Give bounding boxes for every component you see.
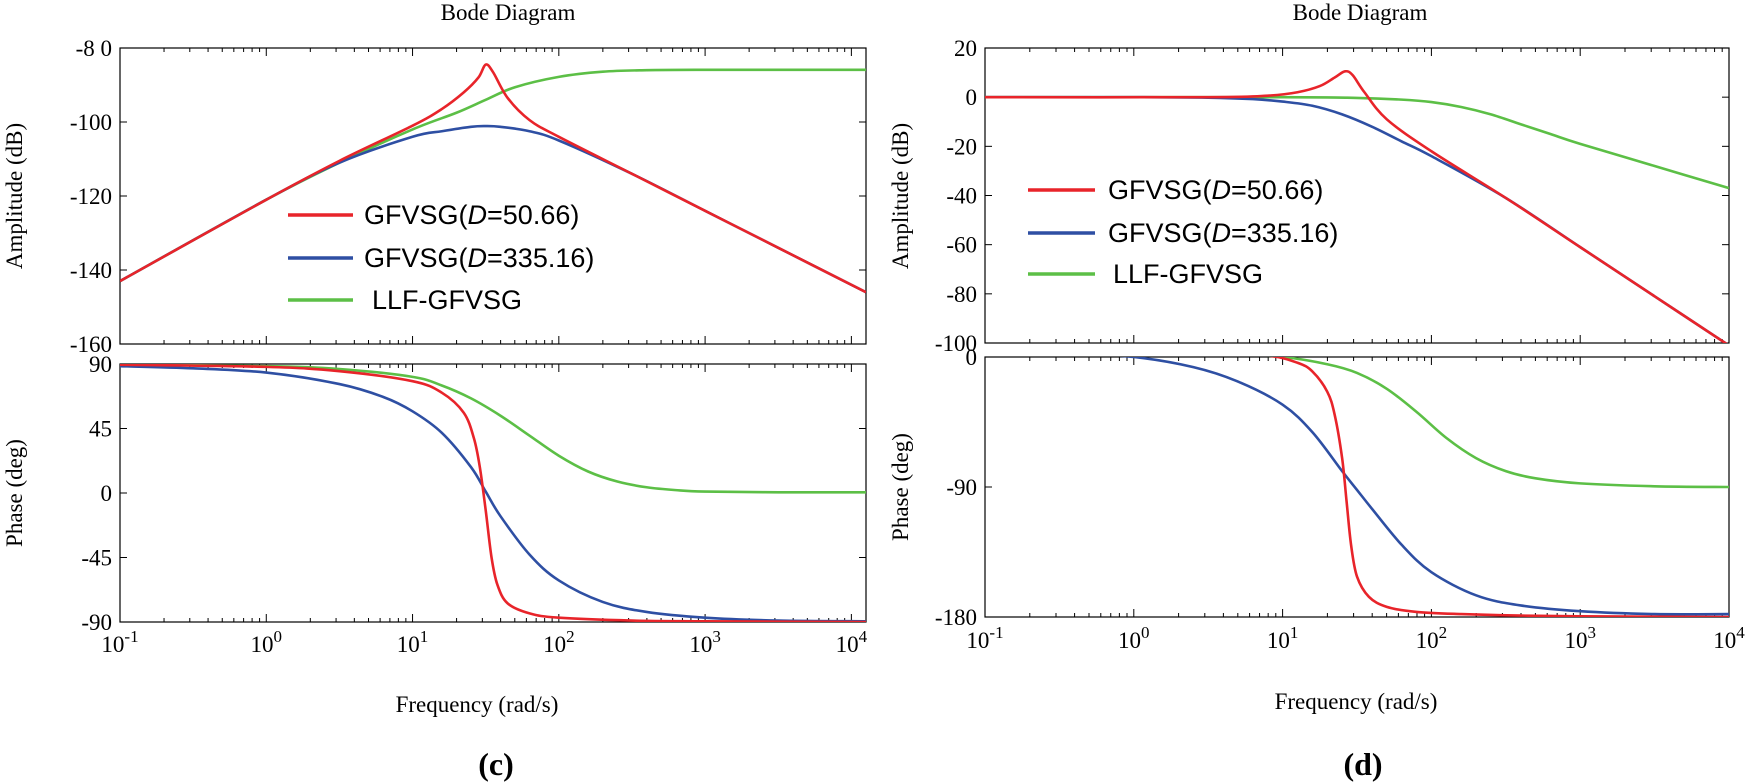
xtick-label: 104 — [1713, 623, 1745, 653]
xtick-label: 100 — [251, 627, 283, 657]
panel-c-caption: (c) — [478, 746, 514, 782]
ph-series-red — [1268, 357, 1729, 617]
xtick-label: 101 — [1267, 623, 1299, 653]
mag-ytick-label: -100 — [935, 331, 977, 356]
panel-d-xtick-labels: 10-1 100 101 102 103 104 — [966, 623, 1745, 653]
mag-ytick-label: 0 — [966, 85, 978, 110]
ph-ytick-label: 90 — [89, 352, 112, 377]
panel-c-magnitude-plot: -8 0 -100 -120 -140 -160 Amplitude (dB) — [2, 36, 867, 357]
mag-ytick-label: -80 — [946, 282, 977, 307]
panel-d-magnitude-ylabel: Amplitude (dB) — [888, 123, 913, 269]
mag-ytick-label: -8 0 — [76, 36, 112, 61]
mag-series-red — [985, 69, 1728, 343]
panel-d-magnitude-yticks: 20 0 -20 -40 -60 -80 -100 — [935, 36, 1729, 356]
panel-d: Bode Diagram 20 0 -20 -40 -60 -80 -100 Amplitu… — [888, 0, 1745, 782]
ph-ytick-label: -90 — [81, 610, 112, 635]
panel-d-phase-ylabel: Phase (deg) — [888, 433, 913, 541]
ph-ytick-label: 45 — [89, 417, 112, 442]
panel-c-phase-plot: 90 45 0 -45 -90 Phase (deg) — [2, 352, 867, 635]
panel-c: Bode Diagram -8 0 -100 -120 -140 -160 Amplit… — [2, 0, 868, 782]
mag-ytick-label: -140 — [70, 258, 112, 283]
panel-c-title: Bode Diagram — [441, 0, 576, 25]
ph-series-blue — [120, 364, 866, 622]
panel-c-legend: GFVSG(D=50.66) GFVSG(D=335.16) LLF-GFVSG — [288, 200, 594, 315]
panel-c-magnitude-yticks: -8 0 -100 -120 -140 -160 — [70, 36, 866, 357]
mag-series-red — [120, 63, 866, 294]
panel-d-legend-label-red: GFVSG(D=50.66) — [1108, 175, 1323, 205]
mag-ytick-label: 20 — [954, 36, 977, 61]
panel-d-legend: GFVSG(D=50.66) GFVSG(D=335.16) LLF-GFVSG — [1028, 175, 1338, 289]
mag-ytick-label: -120 — [70, 184, 112, 209]
panel-d-xlabel: Frequency (rad/s) — [1275, 689, 1438, 714]
ph-series-red — [120, 364, 866, 622]
ph-series-green — [120, 364, 866, 494]
ph-series-blue — [1119, 357, 1729, 616]
xtick-label: 103 — [689, 627, 721, 657]
panel-d-legend-label-green: LLF-GFVSG — [1113, 259, 1263, 289]
mag-ytick-label: -100 — [70, 110, 112, 135]
panel-c-legend-label-blue: GFVSG(D=335.16) — [364, 243, 594, 273]
xtick-label: 10-1 — [966, 623, 1003, 653]
ph-ytick-label: -90 — [946, 475, 977, 500]
panel-d-phase-yticks: 0 -90 -180 — [935, 345, 1729, 630]
panel-c-xtick-labels: 10-1 100 101 102 103 104 — [101, 627, 867, 657]
mag-ytick-label: -60 — [946, 233, 977, 258]
xtick-label: 101 — [397, 627, 429, 657]
ph-series-green — [1266, 357, 1729, 489]
ph-ytick-label: 0 — [101, 481, 113, 506]
panel-c-phase-ylabel: Phase (deg) — [2, 439, 27, 547]
panel-c-magnitude-series — [120, 63, 866, 294]
ph-ytick-label: 0 — [966, 345, 978, 370]
mag-ytick-label: -160 — [70, 332, 112, 357]
panel-d-magnitude-xticks — [984, 48, 1730, 343]
panel-d-magnitude-plot: 20 0 -20 -40 -60 -80 -100 Amplitude (dB) — [888, 36, 1730, 356]
xtick-label: 102 — [543, 627, 575, 657]
panel-c-legend-label-green: LLF-GFVSG — [372, 285, 522, 315]
xtick-label: 100 — [1118, 623, 1150, 653]
xtick-label: 103 — [1564, 623, 1596, 653]
xtick-label: 102 — [1416, 623, 1448, 653]
panel-d-phase-series — [1119, 357, 1729, 617]
panel-d-magnitude-series — [985, 69, 1729, 343]
mag-ytick-label: -20 — [946, 134, 977, 159]
ph-ytick-label: -180 — [935, 605, 977, 630]
panel-c-magnitude-ylabel: Amplitude (dB) — [2, 123, 27, 269]
panel-c-magnitude-xticks — [119, 48, 852, 344]
ph-ytick-label: -45 — [81, 546, 112, 571]
mag-ytick-label: -40 — [946, 184, 977, 209]
panel-c-legend-label-red: GFVSG(D=50.66) — [364, 200, 579, 230]
panel-c-phase-series — [120, 364, 866, 622]
xtick-label: 104 — [836, 627, 868, 657]
panel-d-legend-label-blue: GFVSG(D=335.16) — [1108, 218, 1338, 248]
panel-d-title: Bode Diagram — [1293, 0, 1428, 25]
panel-d-phase-plot: 0 -90 -180 Phase (deg) — [888, 345, 1730, 630]
panel-c-xlabel: Frequency (rad/s) — [396, 692, 559, 717]
panel-d-caption: (d) — [1343, 746, 1382, 782]
xtick-label: 10-1 — [101, 627, 138, 657]
mag-series-green — [985, 95, 1729, 190]
